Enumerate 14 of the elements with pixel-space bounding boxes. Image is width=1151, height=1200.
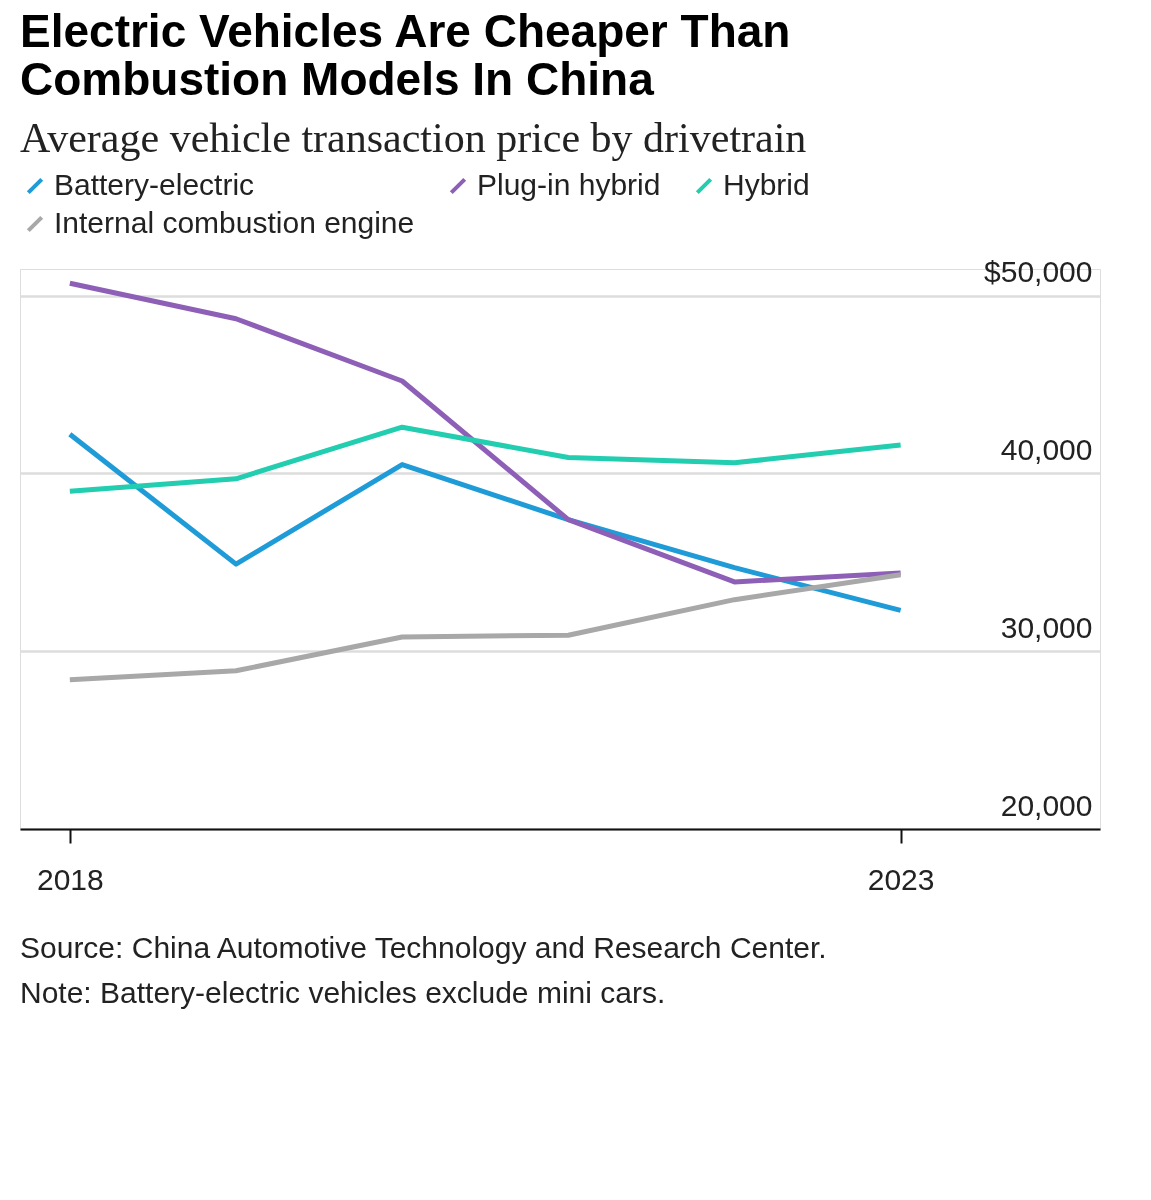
legend-label: Plug-in hybrid	[477, 168, 661, 201]
y-tick-label: 40,000	[1000, 432, 1093, 466]
x-tick-label: 2018	[36, 862, 104, 896]
y-tick-label: 30,000	[1000, 610, 1093, 644]
legend-label: Internal combustion engine	[54, 206, 415, 239]
legend-label: Battery-electric	[54, 168, 255, 201]
source-note: Source: China Automotive Technology and Research Center.	[20, 931, 827, 964]
y-tick-label: 20,000	[1000, 788, 1093, 822]
y-tick-label: $50,000	[984, 255, 1093, 289]
legend-label: Hybrid	[723, 168, 810, 201]
x-tick-label: 2023	[867, 862, 935, 896]
text: Note: Battery-electric vehicles exclude mini cars.	[20, 976, 666, 1009]
chart-subtitle: Average vehicle transaction price by drivetrain	[20, 115, 807, 161]
chart-title: Electric Vehicles Are Cheaper Than Combustion Models In China	[20, 5, 791, 105]
